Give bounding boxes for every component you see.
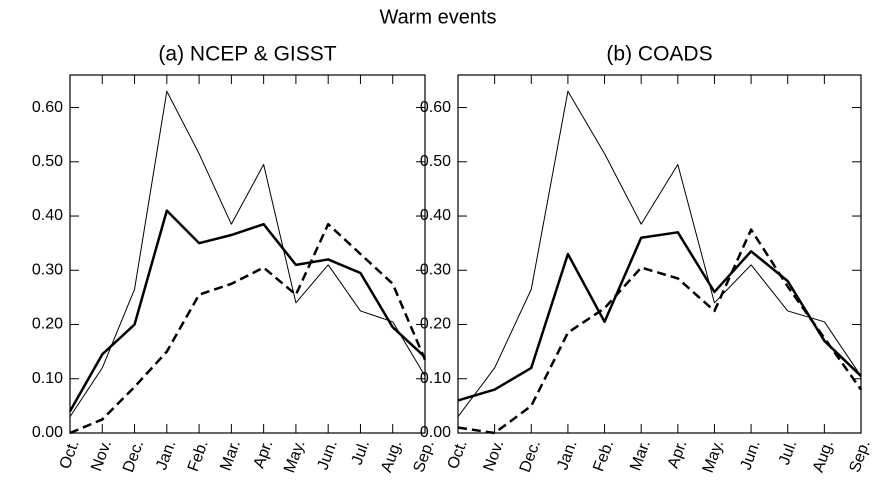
series-line	[69, 90, 426, 418]
series-line	[69, 222, 427, 435]
x-tick-label: Feb.	[185, 438, 212, 474]
y-tick-label: 0.50	[32, 153, 63, 170]
x-tick-label: Apr.	[665, 438, 691, 471]
figure-title: Warm events	[379, 6, 496, 28]
x-tick-label: Jan.	[153, 438, 179, 472]
x-tick-label: Dec.	[517, 438, 544, 475]
x-tick-label: Mar.	[217, 438, 244, 473]
y-tick-label: 0.20	[420, 316, 451, 333]
y-tick-label: 0.60	[420, 99, 451, 116]
x-tick-label: Nov.	[88, 438, 115, 474]
x-tick-label: Sep.	[410, 438, 437, 475]
series-line	[68, 209, 426, 412]
x-tick-label: Oct.	[445, 438, 471, 471]
plot-frame	[457, 74, 862, 434]
x-tick-label: Aug.	[810, 438, 837, 475]
y-tick-label: 0.20	[32, 316, 63, 333]
x-tick-label: Jan.	[554, 438, 580, 472]
x-tick-label: Nov.	[481, 438, 508, 474]
x-tick-label: May.	[700, 438, 727, 475]
plot-frame	[69, 74, 426, 434]
x-tick-label: Jun.	[737, 438, 763, 472]
y-tick-label: 0.00	[420, 424, 451, 441]
x-tick-label: May.	[281, 438, 308, 475]
x-tick-label: Aug.	[378, 438, 405, 475]
y-tick-label: 0.30	[32, 261, 63, 278]
y-tick-label: 0.10	[32, 370, 63, 387]
y-tick-label: 0.40	[420, 207, 451, 224]
y-tick-label: 0.40	[32, 207, 63, 224]
series-line	[457, 228, 863, 435]
x-tick-label: Feb.	[590, 438, 617, 474]
y-tick-label: 0.50	[420, 153, 451, 170]
y-tick-label: 0.00	[32, 424, 63, 441]
x-tick-label: Oct.	[57, 438, 83, 471]
x-tick-label: Jul.	[349, 438, 374, 467]
panel-title: (b) COADS	[606, 43, 712, 66]
x-tick-label: Apr.	[251, 438, 277, 471]
x-tick-label: Dec.	[120, 438, 147, 475]
y-tick-label: 0.30	[420, 261, 451, 278]
y-tick-label: 0.60	[32, 99, 63, 116]
series-line	[457, 231, 862, 402]
x-tick-label: Sep.	[846, 438, 873, 475]
x-tick-label: Jun.	[315, 438, 341, 472]
series-line	[457, 90, 862, 418]
y-tick-label: 0.10	[420, 370, 451, 387]
x-tick-label: Jul.	[776, 438, 801, 467]
panel-title: (a) NCEP & GISST	[158, 43, 336, 66]
x-tick-label: Mar.	[627, 438, 654, 473]
